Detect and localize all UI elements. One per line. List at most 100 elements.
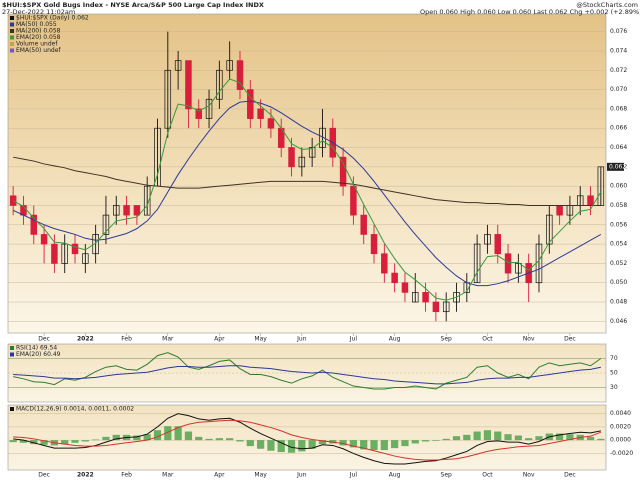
histogram-bar — [504, 434, 512, 441]
x-tick-label: Oct — [482, 472, 493, 479]
histogram-bar — [226, 438, 234, 441]
candle-body — [453, 292, 460, 303]
x-tick-label: Nov — [523, 336, 535, 343]
x-tick-label: Mar — [162, 336, 174, 343]
histogram-bar — [236, 440, 244, 442]
x-tick-label: Feb — [121, 472, 132, 479]
histogram-bar — [92, 439, 100, 441]
histogram-bar — [9, 440, 17, 443]
legend-swatch — [10, 42, 14, 46]
last-value-badge — [607, 162, 624, 171]
candle-body — [597, 166, 605, 206]
histogram-bar — [133, 435, 141, 441]
candle-body — [164, 69, 172, 129]
y-tick-label: 70 — [610, 355, 618, 362]
histogram-bar — [463, 434, 471, 441]
x-tick-label: Nov — [523, 472, 535, 479]
x-tick-label: Jul — [349, 336, 358, 343]
x-tick-label: May — [254, 472, 267, 479]
credit: @StockCharts.com — [576, 1, 638, 9]
indicator-line — [12, 100, 602, 287]
x-tick-label: Sep — [441, 472, 453, 479]
histogram-bar — [308, 440, 316, 449]
histogram-bar — [452, 436, 461, 441]
candle-body — [51, 243, 58, 264]
y-tick-label: 0.048 — [610, 299, 627, 306]
x-tick-label: Oct — [482, 336, 493, 343]
histogram-bar — [597, 438, 605, 441]
histogram-bar — [195, 436, 203, 441]
candle-body — [298, 156, 306, 168]
candle-body — [494, 234, 501, 255]
histogram-bar — [112, 434, 120, 441]
y-tick-label: 30 — [610, 384, 618, 391]
candle-body — [82, 253, 89, 264]
legend-entry: $HUI:$SPX (Daily) 0.062 — [16, 15, 89, 22]
candle-body — [195, 108, 202, 119]
histogram-bar — [19, 440, 28, 443]
y-tick-label: 0.046 — [610, 318, 627, 325]
y-tick-label: 0.074 — [610, 47, 627, 54]
candle-body — [61, 243, 68, 264]
candle-body — [174, 60, 182, 71]
legend-entry: EMA(50) undef — [16, 47, 61, 54]
legend-swatch — [10, 16, 14, 20]
histogram-bar — [277, 440, 285, 453]
y-tick-label: -0.0020 — [610, 450, 633, 457]
histogram-bar — [566, 434, 574, 441]
y-tick-label: 0.052 — [610, 260, 627, 267]
histogram-bar — [339, 440, 347, 446]
x-tick-label: 2022 — [77, 472, 94, 479]
x-tick-label: Aug — [389, 472, 401, 479]
y-tick-label: 0.058 — [610, 202, 627, 209]
histogram-bar — [370, 440, 378, 451]
candle-body — [185, 60, 192, 110]
candle-body — [339, 156, 347, 187]
histogram-bar — [380, 440, 388, 451]
candle-body — [113, 205, 120, 216]
indicator-line — [12, 78, 602, 301]
legend-entry: EMA(20) 0.058 — [16, 34, 61, 41]
candle-body — [143, 185, 151, 216]
indicator-line — [13, 352, 602, 390]
candle-body — [515, 263, 522, 274]
y-tick-label: 0.070 — [610, 86, 627, 93]
y-tick-label: 0.0040 — [610, 410, 631, 417]
histogram-bar — [298, 440, 306, 452]
candle-body — [40, 234, 48, 245]
histogram-bar — [102, 436, 110, 441]
candle-body — [102, 214, 110, 235]
candle-body — [236, 60, 244, 90]
candle-body — [71, 243, 79, 255]
histogram-bar — [205, 438, 213, 441]
histogram-bar — [143, 434, 151, 441]
histogram-bar — [164, 426, 172, 441]
candle-body — [432, 301, 440, 313]
indicator-line — [13, 413, 601, 465]
x-tick-label: Apr — [214, 336, 225, 343]
histogram-bar — [246, 440, 254, 447]
candle-body — [123, 205, 130, 216]
x-tick-label: Dec — [38, 472, 50, 479]
candle-body — [319, 127, 326, 148]
legend-entry: MACD(12,26,9) 0.0014, 0.0011, 0.0002 — [16, 406, 134, 413]
y-tick-label: 0.050 — [610, 279, 627, 286]
indicator-line — [13, 156, 601, 206]
histogram-bar — [40, 440, 48, 445]
histogram-bar — [184, 431, 193, 441]
candle-body — [473, 243, 481, 284]
x-tick-label: Dec — [564, 472, 576, 479]
x-tick-label: 2022 — [77, 336, 94, 343]
histogram-bar — [61, 440, 69, 445]
legend-swatch — [10, 407, 14, 411]
candle-body — [422, 292, 429, 303]
y-tick-label: 0.064 — [610, 144, 627, 151]
legend-entry: RSI(14) 69.54 — [16, 345, 57, 352]
candle-body — [484, 234, 491, 245]
histogram-bar — [256, 440, 265, 449]
candle-body — [546, 214, 553, 245]
histogram-bar — [483, 430, 492, 441]
candle-body — [350, 185, 357, 216]
candle-body — [391, 272, 398, 284]
x-tick-label: Feb — [121, 336, 132, 343]
